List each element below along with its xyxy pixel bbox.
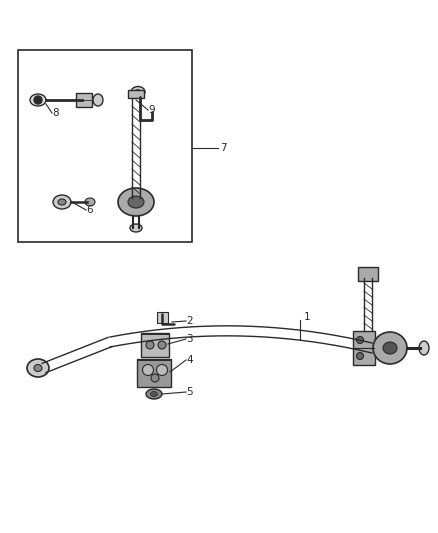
Circle shape bbox=[158, 341, 166, 349]
Ellipse shape bbox=[30, 94, 46, 106]
Ellipse shape bbox=[419, 341, 429, 355]
Text: 5: 5 bbox=[186, 387, 193, 397]
FancyBboxPatch shape bbox=[353, 331, 375, 365]
Ellipse shape bbox=[373, 332, 407, 364]
Ellipse shape bbox=[53, 195, 71, 209]
FancyBboxPatch shape bbox=[141, 333, 169, 357]
Circle shape bbox=[142, 365, 153, 376]
Ellipse shape bbox=[27, 359, 49, 377]
Circle shape bbox=[156, 365, 167, 376]
Ellipse shape bbox=[146, 389, 162, 399]
Ellipse shape bbox=[118, 188, 154, 216]
Text: 7: 7 bbox=[220, 143, 226, 153]
Ellipse shape bbox=[151, 392, 158, 397]
FancyBboxPatch shape bbox=[76, 93, 92, 107]
Text: 3: 3 bbox=[186, 334, 193, 344]
Text: 4: 4 bbox=[186, 355, 193, 365]
Ellipse shape bbox=[383, 342, 397, 354]
Text: 9: 9 bbox=[148, 105, 155, 115]
Ellipse shape bbox=[135, 90, 141, 94]
Ellipse shape bbox=[85, 198, 95, 206]
Ellipse shape bbox=[130, 224, 142, 232]
Text: 2: 2 bbox=[186, 316, 193, 326]
Text: 8: 8 bbox=[52, 108, 59, 118]
Text: 6: 6 bbox=[86, 205, 92, 215]
Ellipse shape bbox=[131, 86, 145, 98]
Ellipse shape bbox=[34, 365, 42, 372]
Ellipse shape bbox=[93, 94, 103, 106]
Circle shape bbox=[151, 374, 159, 382]
FancyBboxPatch shape bbox=[128, 90, 144, 98]
Text: 1: 1 bbox=[304, 312, 311, 322]
FancyBboxPatch shape bbox=[137, 359, 171, 387]
Circle shape bbox=[146, 341, 154, 349]
FancyBboxPatch shape bbox=[156, 311, 167, 322]
Circle shape bbox=[357, 336, 364, 343]
Ellipse shape bbox=[128, 196, 144, 208]
FancyBboxPatch shape bbox=[358, 267, 378, 281]
Circle shape bbox=[357, 352, 364, 359]
Circle shape bbox=[34, 96, 42, 104]
Ellipse shape bbox=[58, 199, 66, 205]
Bar bbox=[18, 50, 192, 242]
